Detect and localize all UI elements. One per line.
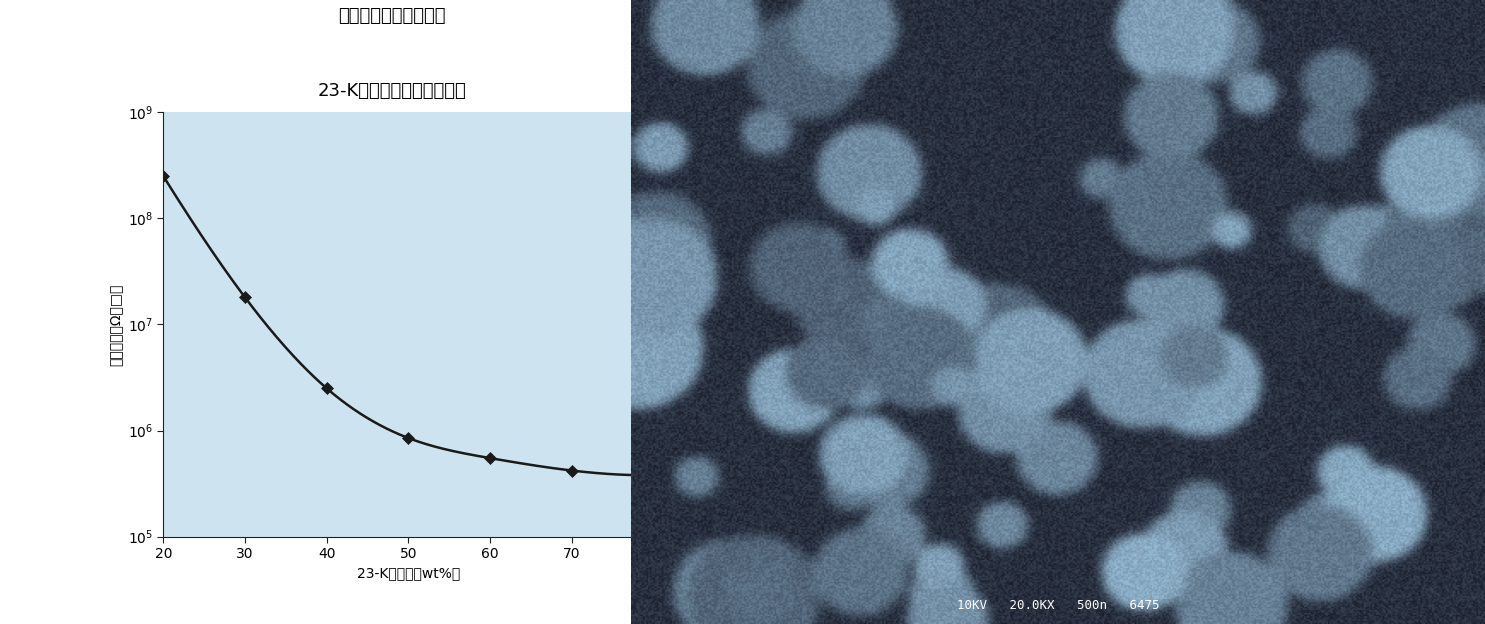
X-axis label: 23-K添加量（wt%）: 23-K添加量（wt%） [356,567,460,580]
Y-axis label: 表面抵抗（Ω／□）: 表面抵抗（Ω／□） [108,283,122,366]
Text: 10KV   20.0KX   500n   6475: 10KV 20.0KX 500n 6475 [956,598,1160,612]
Text: アクリル樹脂に対する: アクリル樹脂に対する [339,7,445,25]
Text: 23-Kの添加量と表面抗抗率: 23-Kの添加量と表面抗抗率 [318,82,466,100]
